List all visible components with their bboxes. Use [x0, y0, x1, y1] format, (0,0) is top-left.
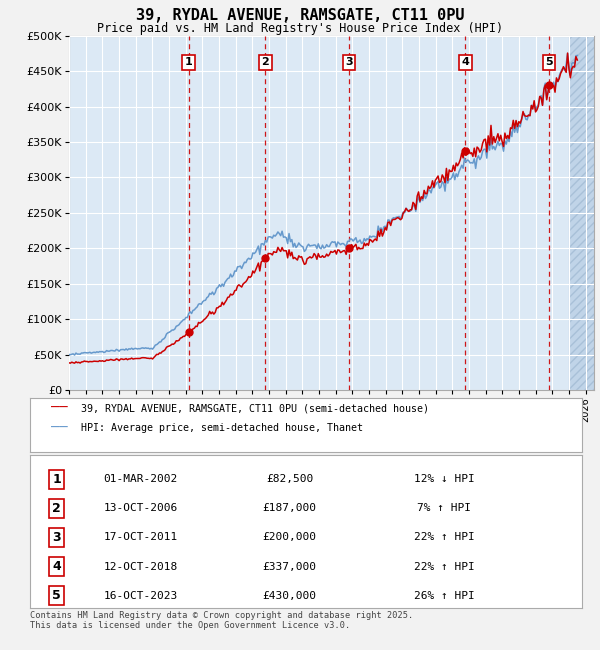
Text: 5: 5 [545, 57, 553, 68]
Text: 39, RYDAL AVENUE, RAMSGATE, CT11 0PU: 39, RYDAL AVENUE, RAMSGATE, CT11 0PU [136, 8, 464, 23]
Text: 16-OCT-2023: 16-OCT-2023 [103, 591, 178, 601]
Text: 4: 4 [461, 57, 469, 68]
Text: 17-OCT-2011: 17-OCT-2011 [103, 532, 178, 543]
Text: 12% ↓ HPI: 12% ↓ HPI [413, 474, 475, 484]
Text: 13-OCT-2006: 13-OCT-2006 [103, 504, 178, 514]
Text: £200,000: £200,000 [262, 532, 316, 543]
Bar [569, 36, 594, 390]
Text: Price paid vs. HM Land Registry's House Price Index (HPI): Price paid vs. HM Land Registry's House … [97, 22, 503, 35]
Text: 1: 1 [185, 57, 193, 68]
Text: £82,500: £82,500 [266, 474, 313, 484]
Text: 22% ↑ HPI: 22% ↑ HPI [413, 562, 475, 571]
Text: 4: 4 [52, 560, 61, 573]
Text: ——: —— [51, 401, 68, 415]
Text: 26% ↑ HPI: 26% ↑ HPI [413, 591, 475, 601]
Text: Contains HM Land Registry data © Crown copyright and database right 2025.
This d: Contains HM Land Registry data © Crown c… [30, 611, 413, 630]
Text: 3: 3 [52, 531, 61, 544]
Text: HPI: Average price, semi-detached house, Thanet: HPI: Average price, semi-detached house,… [81, 422, 363, 433]
Text: £430,000: £430,000 [262, 591, 316, 601]
Text: 3: 3 [345, 57, 353, 68]
Text: 39, RYDAL AVENUE, RAMSGATE, CT11 0PU (semi-detached house): 39, RYDAL AVENUE, RAMSGATE, CT11 0PU (se… [81, 403, 429, 413]
Text: 5: 5 [52, 589, 61, 602]
Text: £187,000: £187,000 [262, 504, 316, 514]
Text: 12-OCT-2018: 12-OCT-2018 [103, 562, 178, 571]
Text: 01-MAR-2002: 01-MAR-2002 [103, 474, 178, 484]
Text: 1: 1 [52, 473, 61, 486]
Text: 7% ↑ HPI: 7% ↑ HPI [417, 504, 471, 514]
Text: £337,000: £337,000 [262, 562, 316, 571]
Text: 2: 2 [52, 502, 61, 515]
Text: ——: —— [51, 421, 68, 435]
Text: 22% ↑ HPI: 22% ↑ HPI [413, 532, 475, 543]
Text: 2: 2 [262, 57, 269, 68]
Bar [569, 36, 594, 390]
